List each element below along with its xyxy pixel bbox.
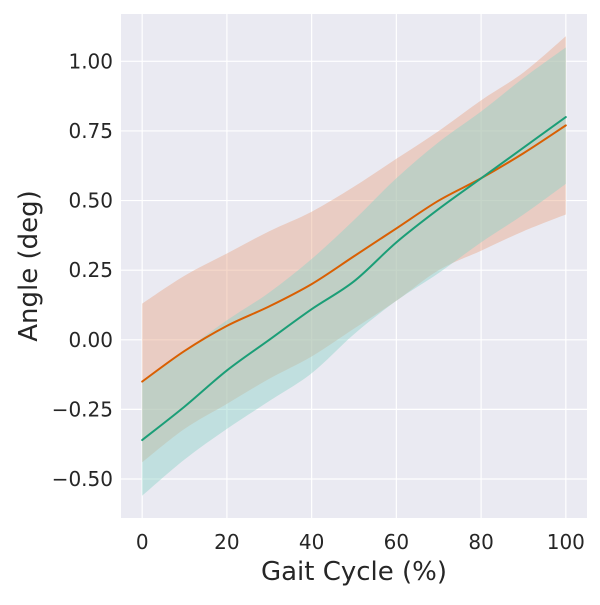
series-line-2 bbox=[141, 116, 567, 442]
x-axis-label: Gait Cycle (%) bbox=[261, 557, 447, 587]
x-tick-label: 40 bbox=[299, 530, 324, 554]
x-tick-label: 80 bbox=[468, 530, 493, 554]
y-tick-label: −0.25 bbox=[52, 397, 113, 421]
y-tick-label: 0.25 bbox=[68, 258, 113, 282]
y-axis-label: Angle (deg) bbox=[14, 190, 44, 342]
x-tick-label: 20 bbox=[214, 530, 239, 554]
series-lines bbox=[141, 116, 567, 442]
plot-background bbox=[121, 14, 587, 518]
x-tick-label: 60 bbox=[384, 530, 409, 554]
tick-labels: 0 20 40 60 80 100 −0.50 −0.25 0.00 0.25 0.50 0.75 1.… bbox=[52, 49, 585, 554]
gridlines bbox=[121, 14, 587, 518]
y-tick-label: 1.00 bbox=[68, 49, 113, 73]
confidence-band-2 bbox=[142, 47, 566, 496]
x-tick-label: 100 bbox=[547, 530, 585, 554]
y-tick-label: 0.00 bbox=[68, 328, 113, 352]
x-tick-label: 0 bbox=[136, 530, 149, 554]
y-tick-label: −0.50 bbox=[52, 467, 113, 491]
y-tick-label: 0.75 bbox=[68, 119, 113, 143]
series-line-1 bbox=[141, 124, 567, 383]
y-tick-label: 0.50 bbox=[68, 189, 113, 213]
